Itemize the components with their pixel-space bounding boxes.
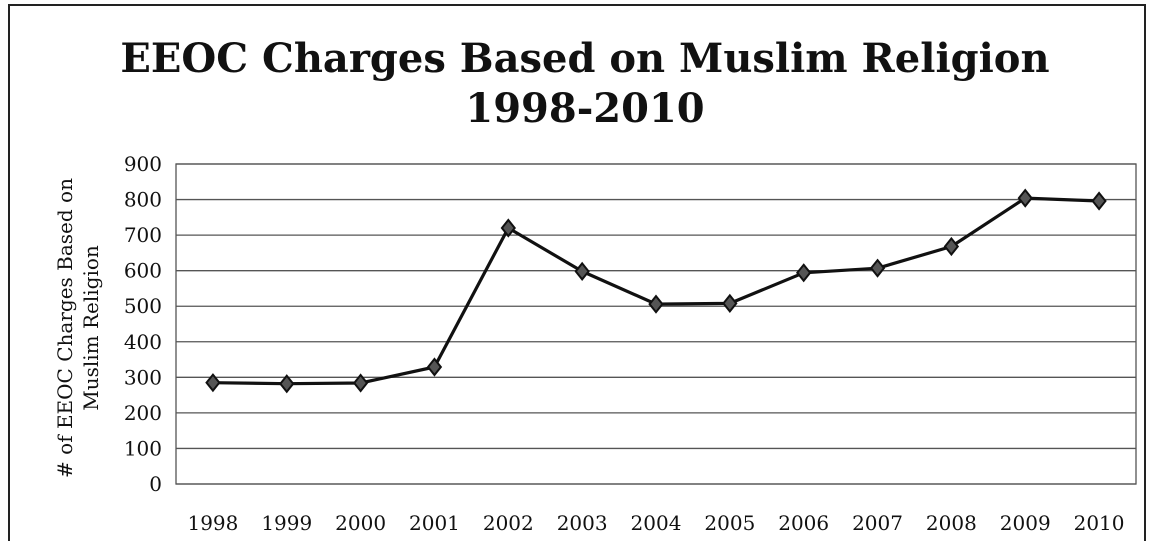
x-tick-label: 1999 [261,511,312,535]
data-point-marker [426,357,443,377]
data-point-marker [279,374,295,394]
y-tick-labels: 0 100 200 300 400 500 600 700 800 900 [124,152,162,496]
x-tick-label: 2001 [409,511,460,535]
chart-frame: EEOC Charges Based on Muslim Religion 19… [8,4,1146,541]
y-tick-label: 700 [124,223,162,247]
data-point-marker [722,293,738,313]
line-chart: EEOC Charges Based on Muslim Religion 19… [53,35,1137,535]
chart-subtitle: 1998-2010 [465,85,704,132]
data-point-marker [943,236,960,257]
series-line [212,196,1100,386]
data-point-marker [352,373,369,393]
data-point-marker [796,263,812,283]
y-axis-title-line1: # of EEOC Charges Based on [53,178,77,478]
y-tick-label: 800 [124,188,162,212]
y-tick-label: 500 [124,294,162,318]
y-tick-label: 0 [149,472,162,496]
y-axis-title: # of EEOC Charges Based on Muslim Religi… [53,178,103,478]
data-point-marker [869,258,886,278]
x-tick-label: 2000 [335,511,386,535]
data-point-marker [1091,191,1107,211]
x-tick-label: 2003 [557,511,608,535]
data-point-marker [500,218,516,238]
gridlines [175,163,1137,485]
series-layer [205,188,1107,394]
x-tick-labels: 1998 1999 2000 2001 2002 2003 2004 2005 2006 2007… [187,511,1124,535]
chart-title: EEOC Charges Based on Muslim Religion [120,35,1049,82]
x-tick-label: 2007 [852,511,903,535]
data-point-marker [574,261,590,281]
y-tick-label: 200 [124,401,162,425]
x-tick-label: 2004 [631,511,682,535]
y-tick-label: 900 [124,152,162,176]
data-point-marker [648,294,664,314]
data-point-marker [1017,188,1033,208]
y-axis-title-line2: Muslim Religion [79,245,103,411]
x-tick-label: 2002 [483,511,534,535]
data-point-marker [205,373,221,393]
y-tick-label: 100 [124,436,162,460]
y-tick-label: 400 [124,330,162,354]
plot-area-border [175,163,1137,485]
y-tick-label: 300 [124,365,162,389]
x-tick-label: 2005 [704,511,755,535]
x-tick-label: 2010 [1074,511,1125,535]
x-tick-label: 2006 [778,511,829,535]
x-tick-label: 2008 [926,511,977,535]
x-tick-label: 2009 [1000,511,1051,535]
x-tick-label: 1998 [187,511,238,535]
y-tick-label: 600 [124,259,162,283]
